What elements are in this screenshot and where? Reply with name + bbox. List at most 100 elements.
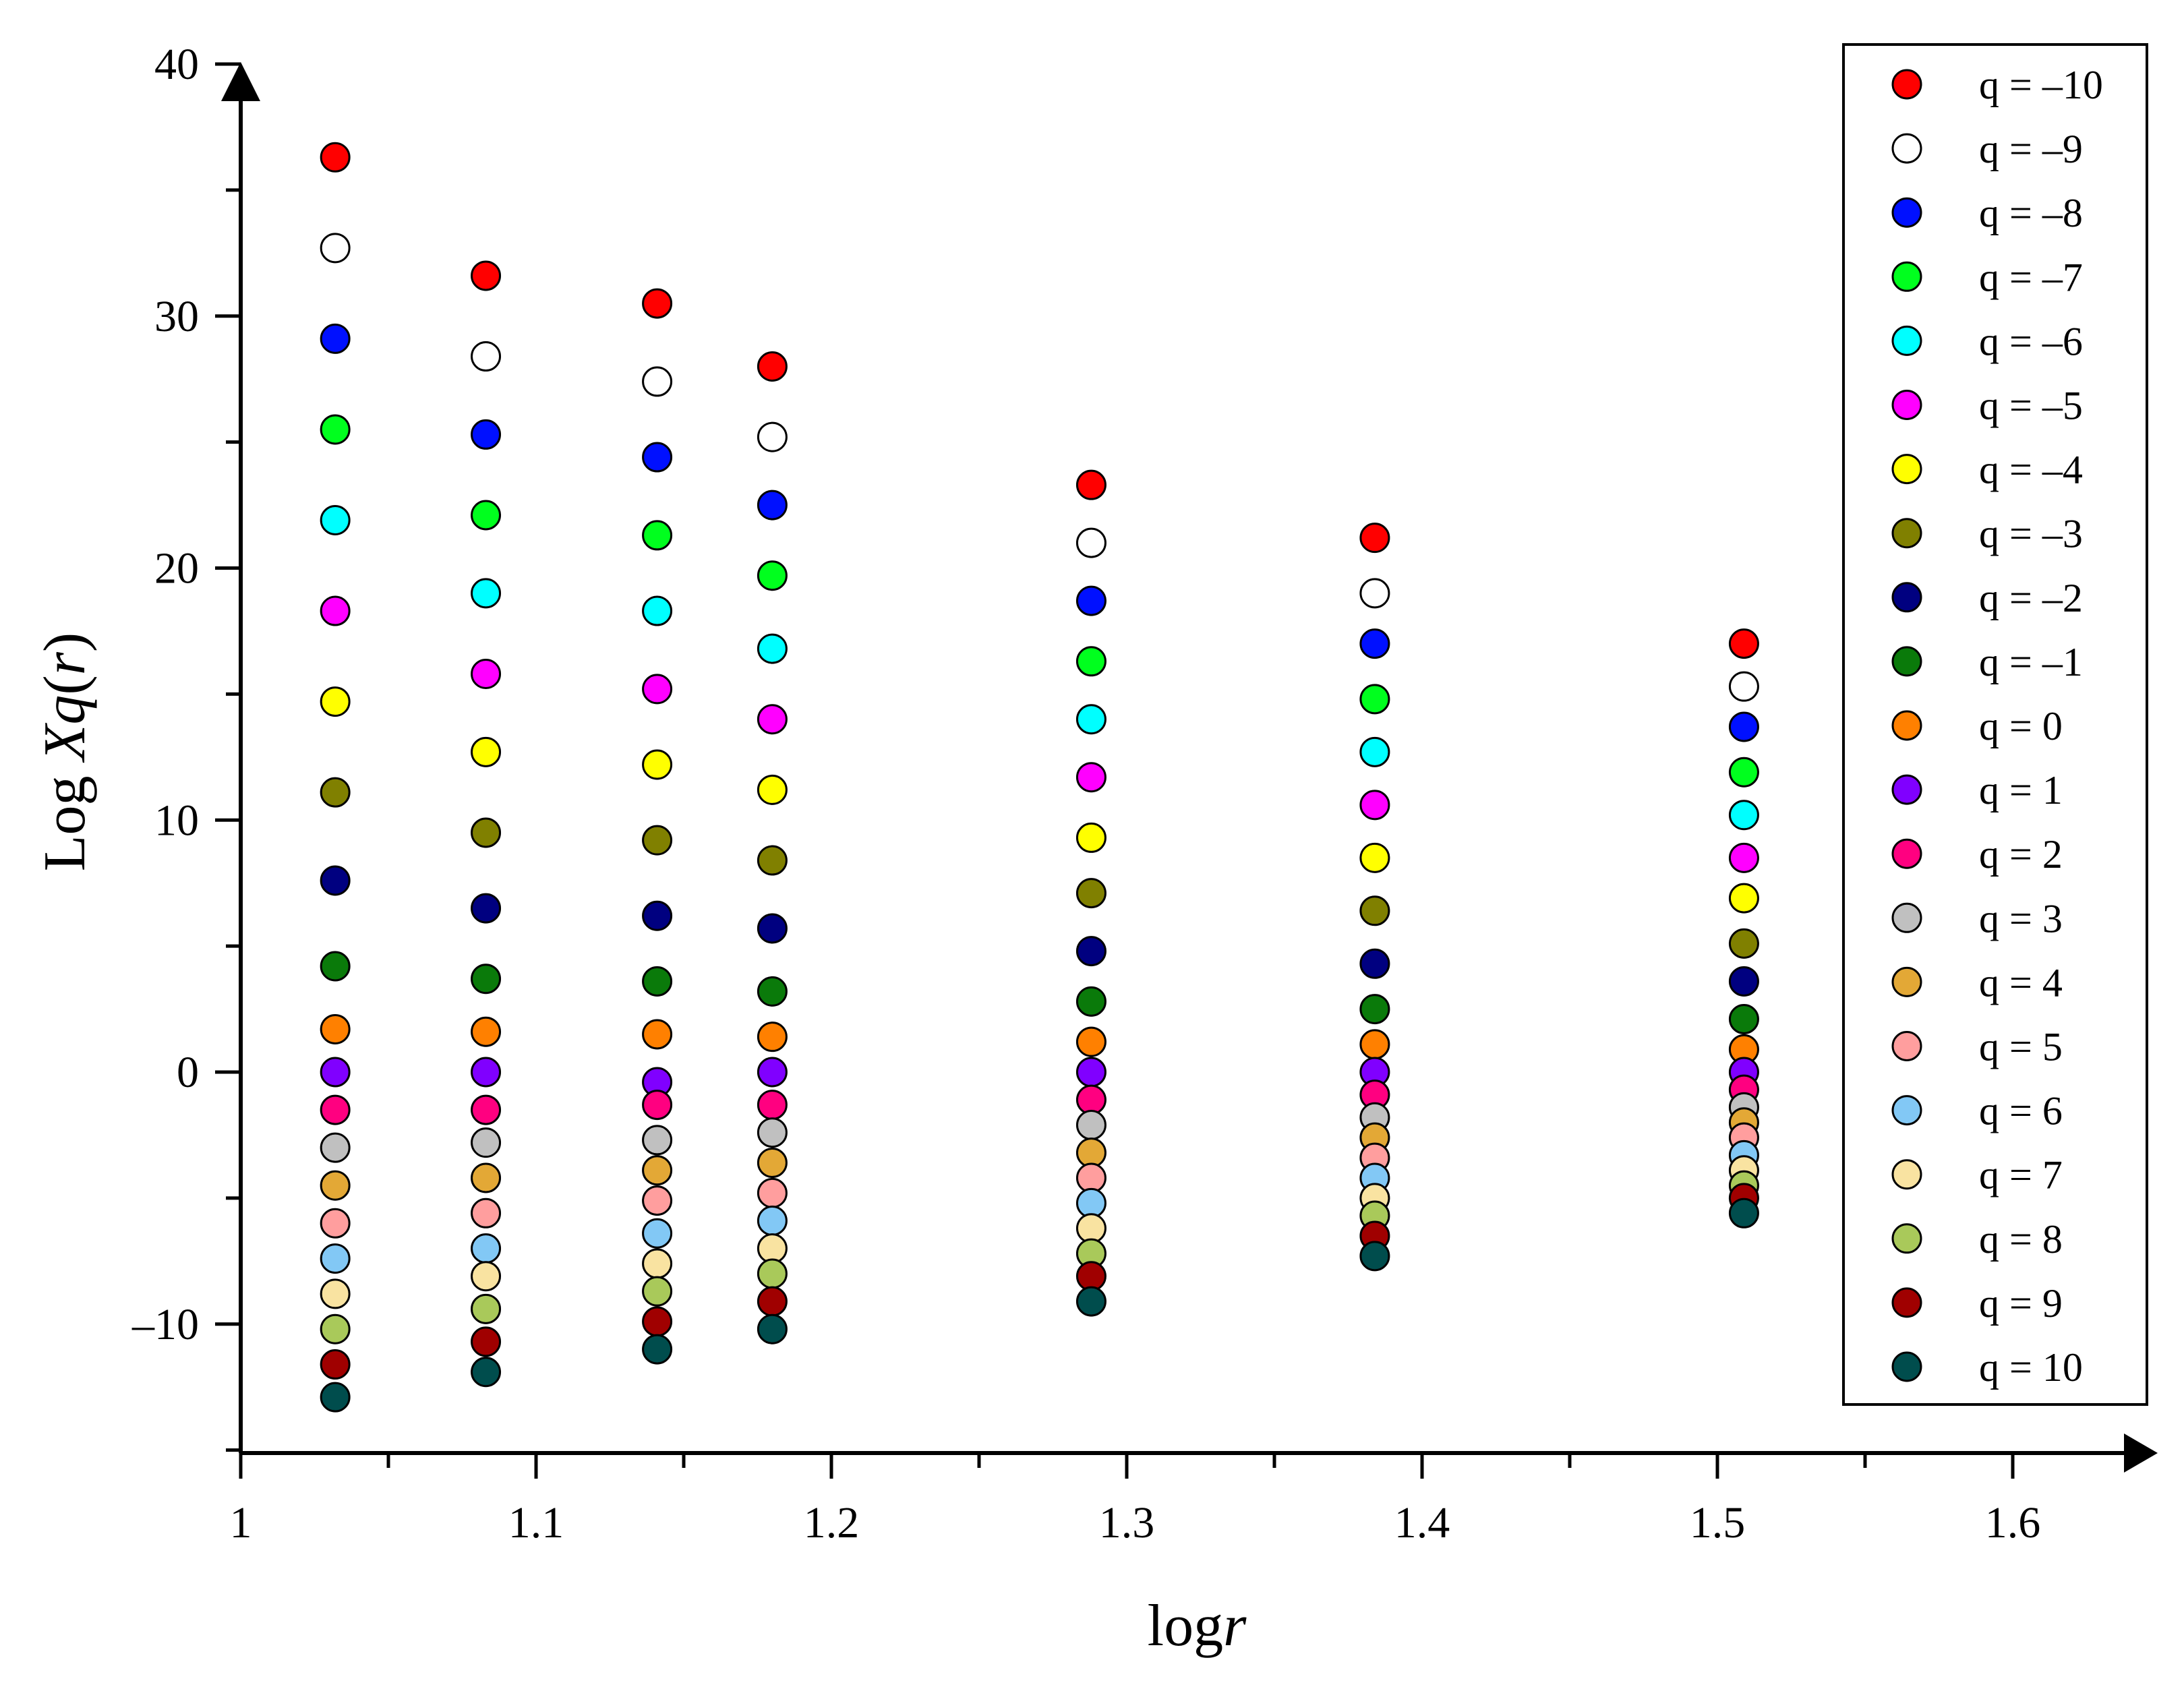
x-axis-arrow xyxy=(2124,1433,2158,1473)
data-point xyxy=(757,1313,788,1344)
data-point xyxy=(1075,527,1106,558)
x-tick-label: 1.1 xyxy=(508,1498,564,1547)
data-point xyxy=(642,1185,673,1216)
data-point xyxy=(471,500,502,531)
legend-label: q = 9 xyxy=(1979,1281,2063,1326)
data-point xyxy=(471,419,502,450)
data-point xyxy=(471,1261,502,1292)
data-point xyxy=(1728,1197,1759,1229)
data-point xyxy=(1075,585,1106,616)
data-point xyxy=(471,658,502,689)
data-point xyxy=(1075,1261,1106,1292)
data-point xyxy=(757,1090,788,1121)
data-point xyxy=(1359,895,1390,926)
data-point xyxy=(1075,469,1106,500)
legend-marker xyxy=(1891,1223,1922,1254)
data-point xyxy=(320,951,351,982)
data-point xyxy=(1075,822,1106,853)
legend-label: q = 6 xyxy=(1979,1089,2063,1133)
data-point xyxy=(1728,711,1759,742)
y-axis-title: Log Xq(r) xyxy=(32,632,98,871)
data-point xyxy=(642,1306,673,1337)
data-point xyxy=(757,1258,788,1289)
data-point xyxy=(1075,762,1106,793)
data-point xyxy=(320,1094,351,1125)
legend-marker xyxy=(1891,710,1922,741)
data-point xyxy=(320,865,351,896)
data-point xyxy=(642,900,673,931)
data-point xyxy=(1359,578,1390,609)
data-point xyxy=(471,341,502,372)
data-point xyxy=(642,1276,673,1307)
legend-label: q = –10 xyxy=(1979,63,2103,107)
data-point xyxy=(1359,684,1390,715)
data-point xyxy=(757,351,788,382)
data-point xyxy=(757,774,788,805)
ticks: 1 1.1 1.2 1.3 1.4 1.5 1.6 –10 0 10 20 30 40 xyxy=(131,40,2040,1547)
y-axis-arrow xyxy=(221,62,260,101)
data-point xyxy=(1728,757,1759,788)
data-point xyxy=(320,1208,351,1239)
data-point xyxy=(1075,1057,1106,1088)
data-point xyxy=(642,966,673,997)
data-point xyxy=(320,686,351,717)
data-point xyxy=(642,1334,673,1365)
data-point xyxy=(471,1016,502,1047)
data-point xyxy=(757,1117,788,1148)
data-point xyxy=(642,1090,673,1121)
data-point xyxy=(320,777,351,808)
data-point xyxy=(1728,800,1759,831)
legend-label: q = 10 xyxy=(1979,1345,2083,1390)
data-point xyxy=(1075,1026,1106,1057)
data-point xyxy=(1359,628,1390,659)
data-point xyxy=(757,560,788,591)
x-tick-label: 1.2 xyxy=(804,1498,860,1547)
legend-marker xyxy=(1891,774,1922,805)
legend-label: q = 4 xyxy=(1979,960,2063,1005)
data-point xyxy=(1075,878,1106,909)
legend-marker xyxy=(1891,69,1922,100)
data-point xyxy=(320,1382,351,1413)
data-point xyxy=(1359,790,1390,821)
data-point xyxy=(471,964,502,995)
data-point xyxy=(320,233,351,264)
data-point xyxy=(320,1057,351,1088)
legend-marker xyxy=(1891,1031,1922,1061)
data-point xyxy=(471,1357,502,1388)
data-point xyxy=(471,1162,502,1193)
data-point xyxy=(642,1125,673,1156)
data-point xyxy=(471,817,502,848)
data-point xyxy=(1359,736,1390,767)
data-point xyxy=(320,414,351,445)
legend-marker xyxy=(1891,838,1922,869)
data-point xyxy=(757,976,788,1007)
data-point xyxy=(320,1132,351,1163)
legend-marker xyxy=(1891,582,1922,613)
data-point xyxy=(642,442,673,473)
data-point xyxy=(1728,966,1759,997)
x-tick-label: 1.5 xyxy=(1690,1498,1746,1547)
x-tick-label: 1 xyxy=(230,1498,252,1547)
legend-label: q = –9 xyxy=(1979,127,2083,171)
data-point xyxy=(471,1326,502,1357)
data-point xyxy=(1359,842,1390,873)
y-tick-label: 10 xyxy=(154,796,199,845)
data-point xyxy=(757,704,788,735)
data-point xyxy=(320,1170,351,1201)
legend-marker xyxy=(1891,1351,1922,1382)
legend-label: q = –1 xyxy=(1979,640,2083,684)
data-point xyxy=(471,1197,502,1229)
data-point xyxy=(471,736,502,767)
y-tick-label: 40 xyxy=(154,40,199,89)
data-point xyxy=(1075,1084,1106,1115)
legend-marker xyxy=(1891,454,1922,485)
legend-marker xyxy=(1891,390,1922,420)
y-tick-label: 30 xyxy=(154,292,199,341)
legend-label: q = –3 xyxy=(1979,512,2083,556)
legend-label: q = 0 xyxy=(1979,704,2063,748)
legend-label: q = 5 xyxy=(1979,1025,2063,1069)
data-point xyxy=(471,260,502,291)
data-point xyxy=(320,504,351,535)
data-point xyxy=(1728,671,1759,702)
data-point xyxy=(757,1206,788,1237)
